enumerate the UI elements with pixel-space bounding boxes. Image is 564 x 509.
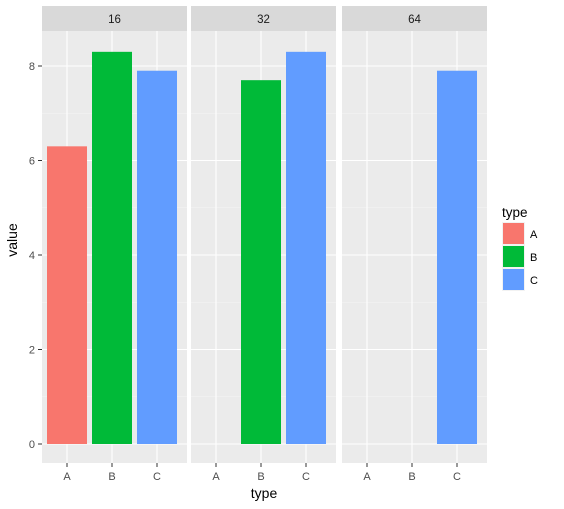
bar-32-B: [241, 80, 281, 445]
facet-panel-32: 32 A B C: [191, 6, 336, 483]
y-tick-label: 8: [29, 61, 35, 73]
x-tick-label: C: [153, 471, 161, 483]
y-tick-label: 4: [29, 250, 35, 262]
facet-strip: [342, 6, 487, 31]
facet-panels: 16 A B C 32 A B C 64 A B C: [42, 6, 487, 483]
legend-title: type: [502, 205, 528, 220]
facet-strip-label: 16: [108, 14, 121, 26]
legend-label-B: B: [530, 252, 537, 264]
y-tick-label: 6: [29, 156, 35, 168]
y-axis-title: value: [4, 223, 20, 257]
x-axis-title: type: [251, 485, 278, 501]
bar-32-C: [286, 51, 326, 444]
legend-swatch-C: [503, 269, 524, 290]
x-tick-label: C: [302, 471, 310, 483]
bar-16-B: [92, 51, 132, 444]
legend-swatch-A: [503, 223, 524, 244]
y-tick-label: 0: [29, 439, 35, 451]
facet-strip: [42, 6, 187, 31]
bar-16-A: [47, 146, 87, 444]
legend-swatch-B: [503, 246, 524, 267]
x-tick-label: A: [363, 471, 371, 483]
facet-panel-16: 16 A B C: [42, 6, 187, 483]
bar-64-C: [437, 70, 477, 444]
legend-label-A: A: [530, 229, 538, 241]
y-tick-label: 2: [29, 345, 35, 357]
facet-strip-label: 64: [408, 14, 421, 26]
x-tick-label: B: [257, 471, 264, 483]
x-tick-label: B: [108, 471, 115, 483]
x-tick-label: B: [408, 471, 415, 483]
facet-strip: [191, 6, 336, 31]
legend-label-C: C: [530, 275, 538, 287]
x-tick-label: A: [212, 471, 220, 483]
x-tick-label: C: [453, 471, 461, 483]
x-tick-label: A: [63, 471, 71, 483]
facet-panel-64: 64 A B C: [342, 6, 487, 483]
facet-strip-label: 32: [257, 14, 270, 26]
bar-16-C: [137, 70, 177, 444]
y-axis: 0 2 4 6 8: [29, 61, 42, 451]
